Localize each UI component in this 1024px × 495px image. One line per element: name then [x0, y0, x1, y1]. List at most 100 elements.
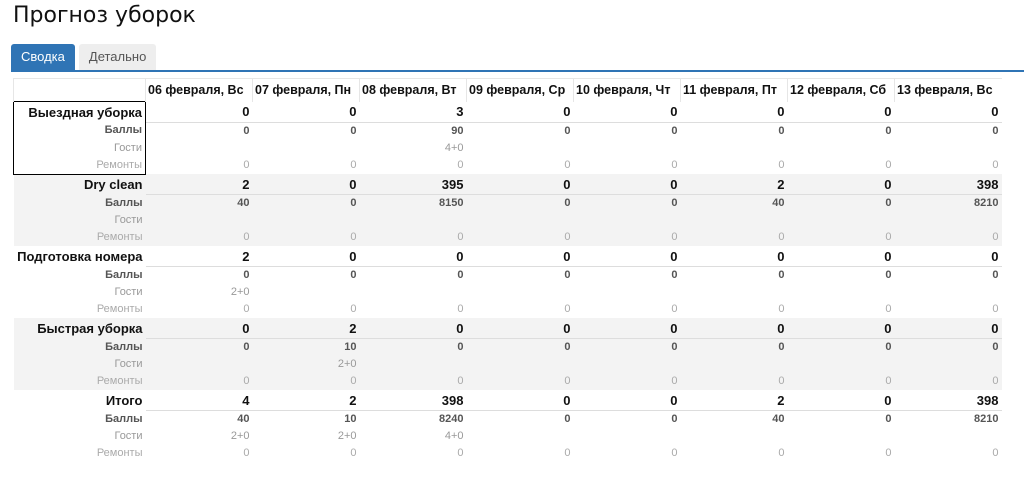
row-label[interactable]: Быстрая уборка: [13, 318, 146, 339]
cell-repairs: 0: [564, 158, 571, 171]
cell-repairs: 0: [457, 303, 464, 315]
row-label: Баллы: [13, 122, 146, 140]
cell-balls: 0: [671, 269, 678, 281]
cell-repairs: 0: [992, 303, 999, 315]
cell-repairs: 0: [778, 158, 785, 171]
cell-guests: [681, 428, 788, 445]
cell-repairs: 0: [787, 229, 895, 246]
cell-total: 0: [787, 318, 895, 339]
cell-guests: [680, 356, 788, 373]
cell-repairs: 0: [466, 229, 574, 246]
cell-guests: [360, 284, 467, 301]
cell-repairs: 0: [457, 447, 464, 459]
cell-repairs: 0: [894, 229, 1002, 246]
cell-balls: 40: [680, 194, 788, 212]
tab-underline: [11, 70, 1024, 72]
cell-total: 0: [359, 246, 467, 267]
table-row-guests: Гости 4+0: [13, 139, 1002, 157]
tabs: Сводка Детально: [11, 44, 157, 70]
cell-total: 0: [894, 246, 1002, 267]
table-row-guests: Гости 2+0 2+0 4+0: [14, 428, 1002, 445]
table-row-total: Dry clean 2 0 395 0 0 2 0 398: [13, 174, 1002, 195]
table-row-repairs: Ремонты 0 0 0 0 0 0 0 0: [14, 445, 1002, 462]
cell-balls: 0: [894, 338, 1002, 356]
cell-total: 2: [680, 390, 788, 411]
cell-repairs: 0: [992, 158, 999, 171]
cell-guests: [467, 140, 574, 157]
cell-guests: 4+0: [444, 430, 464, 442]
cell-balls: 40: [145, 194, 253, 212]
tab-summary[interactable]: Сводка: [11, 44, 75, 70]
cell-repairs: 0: [885, 158, 892, 171]
tab-detailed[interactable]: Детально: [78, 44, 157, 70]
row-label: Ремонты: [13, 156, 146, 175]
cell-guests: [895, 428, 1002, 445]
cell-balls: 0: [885, 124, 892, 137]
row-label[interactable]: Подготовка номера: [17, 248, 143, 264]
cell-guests: 2+0: [230, 286, 250, 298]
row-label[interactable]: Dry clean: [13, 174, 146, 195]
row-label[interactable]: Выездная уборка: [13, 101, 146, 122]
cell-guests: 2+0: [337, 430, 357, 442]
cell-total: 2: [252, 318, 360, 339]
cell-guests: [894, 212, 1002, 229]
cell-balls: 40: [772, 413, 785, 425]
cell-repairs: 0: [680, 229, 788, 246]
cell-total: 398: [359, 390, 467, 411]
cell-guests: [252, 212, 360, 229]
row-label: Баллы: [105, 268, 143, 281]
cell-repairs: 0: [671, 447, 678, 459]
cell-balls: 8240: [439, 413, 464, 425]
row-label: Гости: [114, 286, 143, 298]
cell-balls: 0: [778, 269, 785, 281]
table-row-total: Выездная уборка 0 0 3 0 0 0 0 0: [13, 101, 1002, 123]
row-label: Баллы: [105, 412, 143, 425]
cell-total: 0: [787, 174, 895, 195]
cell-guests: [359, 356, 467, 373]
cell-guests: [788, 284, 895, 301]
group-1: Dry clean 2 0 395 0 0 2 0 398 Баллы 40 0 8150 0 0 40 0 82…: [13, 174, 1002, 246]
table-row-repairs: Ремонты 0 0 0 0 0 0 0 0: [13, 156, 1002, 175]
cell-total: 2: [680, 174, 788, 195]
cell-guests: [253, 140, 360, 157]
cell-guests: [146, 140, 253, 157]
cell-repairs: 0: [680, 373, 788, 390]
cell-total: 0: [787, 246, 895, 267]
cell-guests: [466, 212, 574, 229]
cell-total: 398: [894, 174, 1002, 195]
cell-guests: [788, 140, 895, 157]
cell-repairs: 0: [243, 447, 250, 459]
cell-total: 0: [359, 318, 467, 339]
cell-balls: 0: [350, 269, 357, 281]
cell-repairs: 0: [885, 447, 892, 459]
cell-repairs: 0: [243, 303, 250, 315]
cell-total: 0: [680, 246, 788, 267]
group-0: Выездная уборка 0 0 3 0 0 0 0 0 Баллы 0 0 90 0 0 0 0 0 Гос…: [13, 101, 1002, 175]
cell-balls: 0: [466, 338, 574, 356]
cell-total: 0: [787, 390, 895, 411]
cell-guests: [788, 428, 895, 445]
table-row-repairs: Ремонты 0 0 0 0 0 0 0 0: [14, 301, 1002, 318]
table-row-balls: Баллы 0 10 0 0 0 0 0 0: [13, 338, 1002, 356]
table-row-balls: Баллы 0 0 0 0 0 0 0 0: [14, 267, 1002, 285]
column-header: 08 февраля, Вт: [359, 78, 467, 102]
forecast-table: 06 февраля, Вс 07 февраля, Пн 08 февраля, …: [13, 78, 1002, 462]
cell-balls: 0: [564, 124, 571, 137]
cell-guests: [573, 356, 681, 373]
cell-total: 0: [573, 174, 681, 195]
table-row-guests: Гости 2+0: [14, 284, 1002, 301]
table-row-total: Итого 4 2 398 0 0 2 0 398: [14, 390, 1002, 411]
cell-guests: [894, 356, 1002, 373]
cell-repairs: 0: [457, 158, 464, 171]
table-row-repairs: Ремонты 0 0 0 0 0 0 0 0: [13, 373, 1002, 390]
table-row-total: Быстрая уборка 0 2 0 0 0 0 0 0: [13, 318, 1002, 339]
cell-total: 2: [252, 390, 360, 411]
row-label[interactable]: Итого: [105, 392, 143, 408]
cell-balls: 40: [237, 413, 250, 425]
cell-total: 4: [145, 390, 253, 411]
cell-repairs: 0: [145, 229, 253, 246]
cell-balls: 0: [992, 124, 999, 137]
cell-balls: 0: [564, 413, 571, 425]
cell-guests: [574, 140, 681, 157]
row-label: Ремонты: [13, 373, 146, 390]
